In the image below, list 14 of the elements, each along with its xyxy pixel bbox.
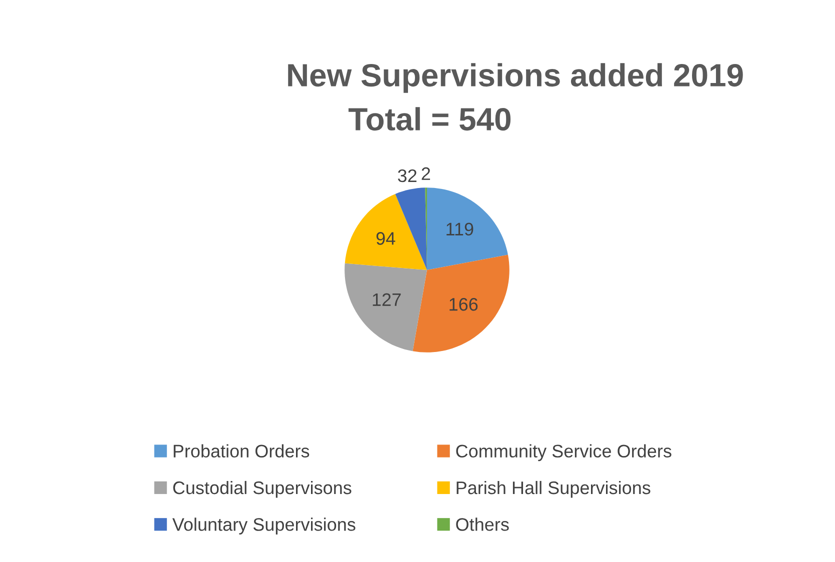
- chart-subtitle: Total = 540: [348, 107, 511, 131]
- data-label: 127: [372, 293, 401, 306]
- data-label: 32: [398, 169, 416, 182]
- chart-title: New Supervisions added 2019: [288, 63, 743, 93]
- data-label: 166: [450, 298, 478, 311]
- legend-label: Community Service Orders: [456, 444, 672, 462]
- legend-label: Voluntary Supervisions: [172, 518, 356, 534]
- legend-label: Others: [456, 518, 509, 531]
- legend-label: Probation Orders: [174, 444, 310, 458]
- legend-label: Parish Hall Supervisions: [456, 480, 650, 498]
- data-label: 2: [422, 167, 430, 180]
- legend-label: Custodial Supervisons: [173, 480, 352, 498]
- data-label: 119: [446, 222, 474, 236]
- data-label: 94: [376, 232, 396, 245]
